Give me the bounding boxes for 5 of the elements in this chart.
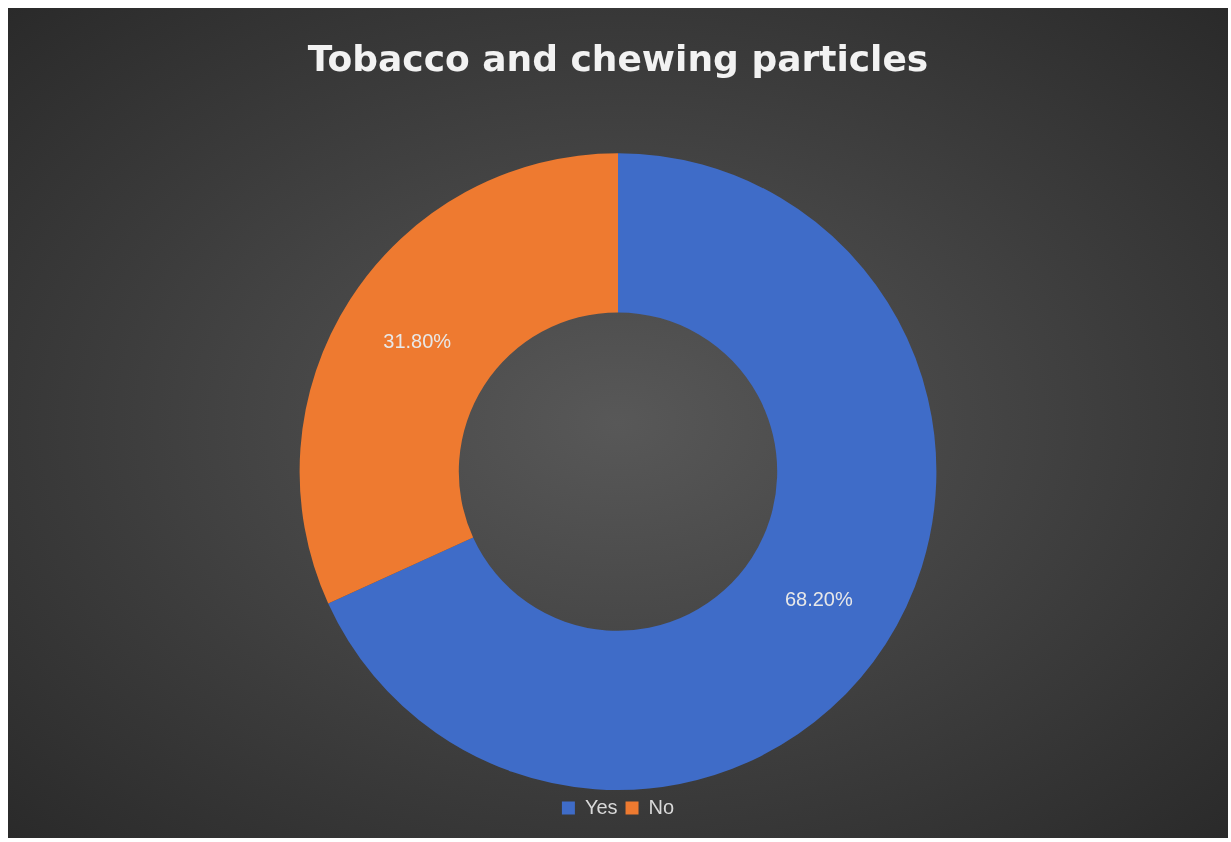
data-label: 31.80% [383,329,452,352]
legend-label: No [648,795,675,818]
chart-title: Tobacco and chewing particles [307,37,929,79]
legend-label: Yes [584,795,618,818]
data-label: 68.20% [784,588,853,611]
